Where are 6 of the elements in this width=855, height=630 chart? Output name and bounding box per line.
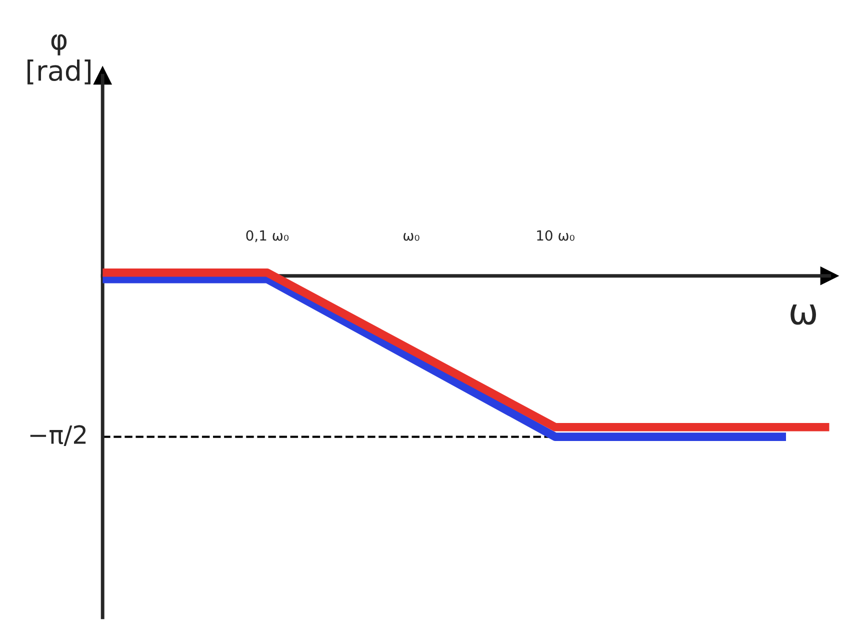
x-tick-label: 10 ω₀ <box>537 230 574 241</box>
x-tick-label: ω₀ <box>404 232 420 241</box>
x-axis-title: ω <box>790 304 816 325</box>
text: φ [rad] <box>28 34 90 84</box>
x-tick-label: 0,1 ω₀ <box>246 230 289 242</box>
ref-line-label: −π/2 <box>30 425 86 446</box>
